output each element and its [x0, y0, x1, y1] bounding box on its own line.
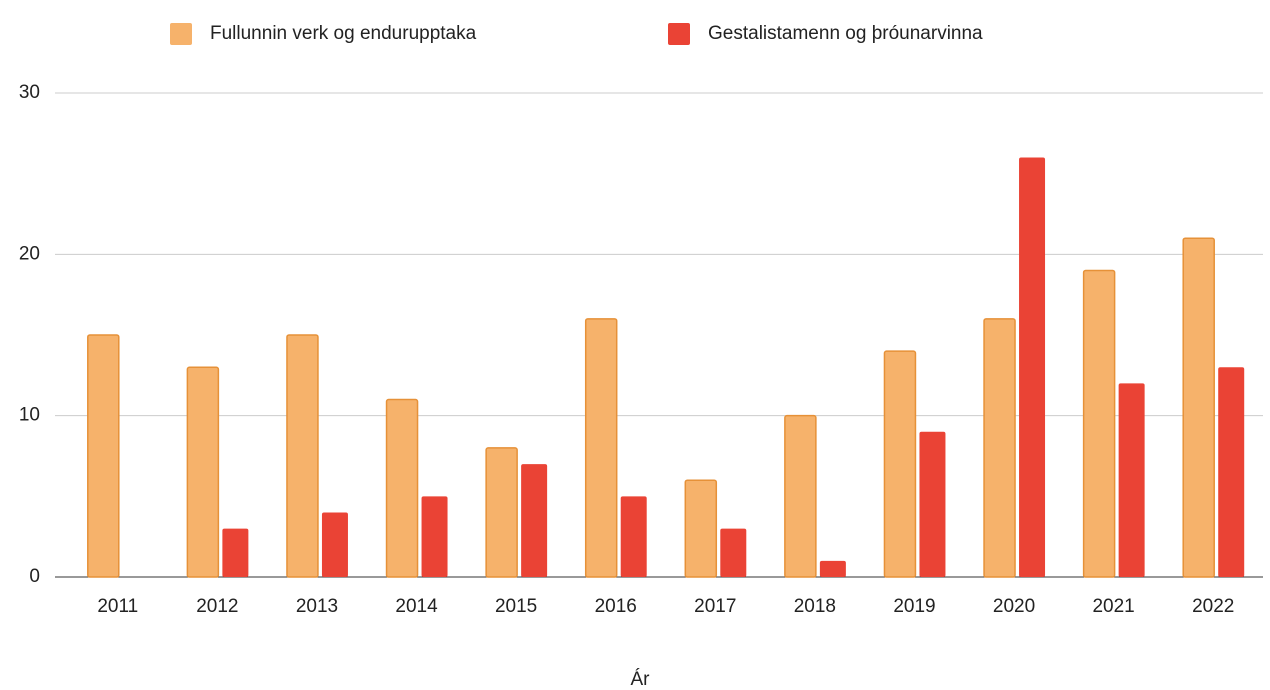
legend-swatch — [170, 23, 192, 45]
bar — [286, 334, 319, 578]
bar — [684, 479, 718, 578]
x-tick-label: 2013 — [296, 596, 338, 617]
y-tick-label: 30 — [19, 82, 40, 103]
y-tick-label: 0 — [29, 566, 40, 587]
x-tick-label: 2011 — [97, 596, 138, 617]
bar — [321, 512, 348, 577]
bar — [620, 496, 647, 577]
bar — [421, 496, 448, 577]
bar — [1218, 367, 1245, 577]
bar — [385, 398, 419, 578]
x-tick-label: 2018 — [794, 596, 836, 617]
bar — [87, 334, 120, 578]
bar — [983, 318, 1016, 578]
y-tick-label: 20 — [19, 243, 40, 264]
x-tick-label: 2019 — [893, 596, 935, 617]
x-tick-label: 2014 — [395, 596, 438, 617]
legend-label: Gestalistamenn og þróunarvinna — [708, 23, 983, 44]
x-tick-label: 2016 — [595, 596, 637, 617]
x-tick-label: 2022 — [1192, 596, 1234, 617]
x-tick-label: 2020 — [993, 596, 1035, 617]
bar — [1118, 383, 1145, 577]
bar — [883, 350, 917, 578]
bar — [186, 366, 220, 578]
bar — [1082, 269, 1116, 578]
x-tick-label: 2015 — [495, 596, 537, 617]
legend-swatch — [668, 23, 690, 45]
bar — [919, 431, 946, 577]
bar — [819, 560, 846, 577]
bar — [222, 528, 249, 577]
x-tick-label: 2021 — [1092, 596, 1134, 617]
bar — [485, 447, 518, 578]
bar — [1019, 157, 1046, 578]
legend-label: Fullunnin verk og endurupptaka — [210, 23, 477, 44]
bar — [521, 464, 548, 577]
bar — [720, 528, 747, 577]
bar — [1182, 237, 1215, 578]
x-tick-label: 2017 — [694, 596, 736, 617]
bar — [584, 318, 618, 578]
bar — [784, 414, 817, 578]
x-axis-title: Ár — [631, 669, 651, 690]
y-tick-label: 10 — [19, 405, 40, 426]
x-tick-label: 2012 — [196, 596, 238, 617]
